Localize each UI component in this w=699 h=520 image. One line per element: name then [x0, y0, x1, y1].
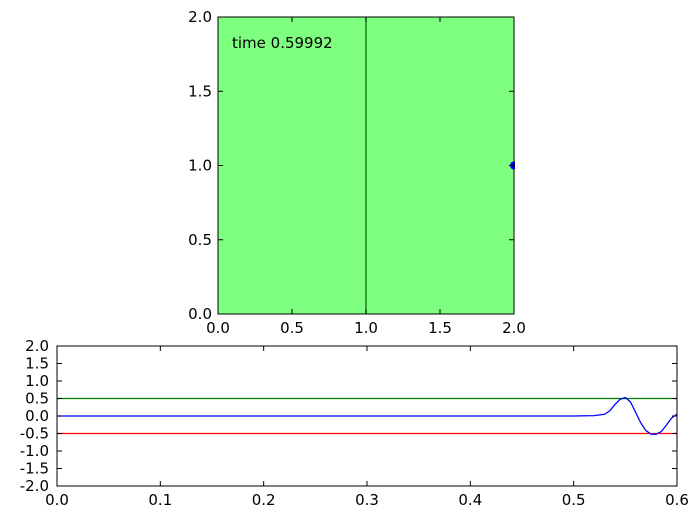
- top-plot: 0.0 0.5 1.0 1.5 2.0 0.0 0.5 1.0 1.5 2.0 time 0.599…: [188, 8, 526, 337]
- y-tick-label: 0.0: [188, 305, 212, 323]
- y-tick-label: -2.0: [20, 477, 49, 495]
- y-tick-label: 0.5: [188, 231, 212, 249]
- x-tick-label: 0.1: [148, 491, 172, 509]
- y-tick-label: -1.5: [20, 460, 49, 478]
- y-tick-label: 2.0: [25, 337, 49, 355]
- y-tick-label: 0.5: [25, 390, 49, 408]
- y-tick-label: 1.5: [25, 355, 49, 373]
- x-tick-label: 0.3: [355, 491, 379, 509]
- time-annotation: time 0.59992: [232, 34, 333, 52]
- x-tick-label: 0.5: [562, 491, 586, 509]
- x-tick-label: 1.5: [428, 319, 452, 337]
- x-tick-label: 0.6: [665, 491, 689, 509]
- series-line: [57, 396, 677, 435]
- y-tick-label: -1.0: [20, 442, 49, 460]
- y-tick-label: 1.0: [25, 372, 49, 390]
- y-tick-label: 1.5: [188, 82, 212, 100]
- y-tick-label: 2.0: [188, 8, 212, 26]
- x-tick-label: 0.0: [45, 491, 69, 509]
- x-tick-label: 2.0: [502, 319, 526, 337]
- x-tick-label: 1.0: [354, 319, 378, 337]
- y-tick-label: 1.0: [188, 157, 212, 175]
- x-tick-label: 0.0: [206, 319, 230, 337]
- y-tick-label: 0.0: [25, 407, 49, 425]
- x-tick-label: 0.5: [280, 319, 304, 337]
- bottom-plot: 0.0 0.1 0.2 0.3 0.4 0.5 0.62.01.51.00.50.0-0.5…: [20, 337, 689, 509]
- x-tick-label: 0.2: [252, 491, 276, 509]
- y-tick-label: -0.5: [20, 425, 49, 443]
- x-tick-label: 0.4: [458, 491, 482, 509]
